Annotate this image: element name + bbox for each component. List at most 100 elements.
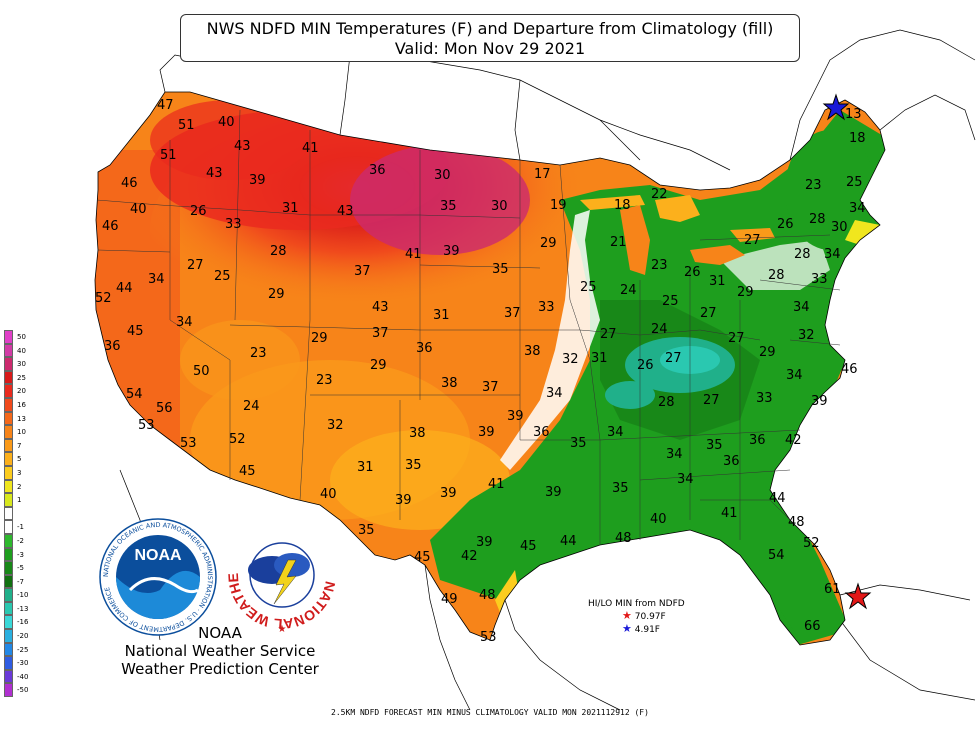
temperature-value: 53: [180, 436, 197, 451]
legend-label: -30: [17, 659, 29, 668]
legend-label: 25: [17, 373, 26, 382]
legend-swatch: 50: [4, 330, 26, 344]
temperature-value: 28: [809, 212, 826, 227]
temperature-value: 40: [320, 487, 337, 502]
temperature-value: 35: [706, 438, 723, 453]
temperature-value: 32: [327, 418, 344, 433]
temperature-value: 44: [769, 491, 786, 506]
temperature-value: 50: [193, 364, 210, 379]
title-line-1: NWS NDFD MIN Temperatures (F) and Depart…: [206, 19, 774, 38]
temperature-value: 30: [831, 220, 848, 235]
legend-label: -13: [17, 604, 29, 613]
legend-swatch: -16: [4, 615, 28, 630]
temperature-value: 25: [214, 269, 231, 284]
legend-swatch: -2: [4, 533, 24, 548]
temperature-value: 36: [533, 425, 550, 440]
legend-swatch: -50: [4, 683, 28, 698]
temperature-value: 30: [434, 168, 451, 183]
temperature-value: 29: [268, 287, 285, 302]
legend-swatch: 1: [4, 493, 21, 507]
temperature-value: 37: [354, 264, 371, 279]
temperature-value: 21: [610, 235, 627, 250]
temperature-value: 27: [665, 351, 682, 366]
org-line-2: National Weather Service: [124, 642, 316, 660]
legend-label: 3: [17, 468, 22, 477]
legend-label: -40: [17, 672, 29, 681]
temperature-value: 26: [637, 358, 654, 373]
legend-label: 7: [17, 441, 22, 450]
nws-star-icon: ★: [278, 624, 287, 635]
temperature-value: 41: [488, 477, 505, 492]
temperature-value: 27: [187, 258, 204, 273]
temperature-value: 66: [804, 619, 821, 634]
temperature-value: 42: [461, 549, 478, 564]
temperature-value: 44: [560, 534, 577, 549]
temperature-value: 41: [405, 247, 422, 262]
temperature-value: 39: [476, 535, 493, 550]
temperature-value: 31: [709, 274, 726, 289]
temperature-value: 34: [677, 472, 694, 487]
legend-swatch: -40: [4, 669, 28, 684]
temperature-value: 34: [176, 315, 193, 330]
temperature-value: 46: [841, 362, 858, 377]
hilo-high-value: 70.97F: [634, 612, 666, 622]
temperature-value: 33: [225, 217, 242, 232]
legend-swatch: -3: [4, 547, 24, 562]
org-line-3: Weather Prediction Center: [121, 660, 319, 678]
temperature-value: 39: [440, 486, 457, 501]
hilo-low-row: ★ 4.91F: [588, 623, 685, 636]
legend-label: -2: [17, 536, 24, 545]
temperature-value: 36: [723, 454, 740, 469]
temperature-value: 13: [845, 107, 862, 122]
temperature-value: 23: [651, 258, 668, 273]
organization-credit: NOAA National Weather Service Weather Pr…: [110, 624, 330, 678]
temperature-value: 37: [504, 306, 521, 321]
temperature-value: 29: [737, 285, 754, 300]
legend-swatch: 30: [4, 357, 26, 371]
temperature-value: 46: [121, 176, 138, 191]
temperature-value: 41: [302, 141, 319, 156]
temperature-value: 46: [102, 219, 119, 234]
map-title: NWS NDFD MIN Temperatures (F) and Depart…: [180, 14, 800, 62]
temperature-value: 39: [507, 409, 524, 424]
temperature-value: 36: [749, 433, 766, 448]
legend-swatch: 25: [4, 370, 26, 385]
legend-swatch: 10: [4, 425, 26, 439]
legend-swatch: -10: [4, 588, 28, 602]
temperature-value: 43: [206, 166, 223, 181]
us-outline: [94, 91, 886, 646]
legend-label: 5: [17, 455, 22, 464]
legend-label: -20: [17, 632, 29, 641]
temperature-value: 35: [492, 262, 509, 277]
temperature-value: 27: [600, 327, 617, 342]
temperature-value: 43: [372, 300, 389, 315]
temperature-value: 29: [759, 345, 776, 360]
temperature-value: 26: [190, 204, 207, 219]
temperature-value: 54: [126, 387, 143, 402]
legend-swatch: 16: [4, 397, 26, 412]
legend-swatch: -30: [4, 656, 28, 670]
temperature-value: 33: [538, 300, 555, 315]
high-marker: [844, 582, 872, 610]
temperature-value: 38: [409, 426, 426, 441]
legend-swatch: 2: [4, 479, 21, 494]
temperature-value: 47: [157, 98, 174, 113]
temperature-value: 61: [824, 582, 841, 597]
temperature-value: 35: [612, 481, 629, 496]
temperature-value: 34: [793, 300, 810, 315]
temperature-value: 34: [666, 447, 683, 462]
temperature-value: 35: [358, 523, 375, 538]
temperature-value: 26: [777, 217, 794, 232]
temperature-value: 52: [229, 432, 246, 447]
temperature-value: 18: [849, 131, 866, 146]
legend-swatch: [4, 506, 13, 521]
temperature-value: 40: [218, 115, 235, 130]
temperature-value: 33: [811, 272, 828, 287]
temperature-value: 39: [395, 493, 412, 508]
temperature-value: 38: [441, 376, 458, 391]
temperature-value: 43: [337, 204, 354, 219]
temperature-value: 39: [545, 485, 562, 500]
temperature-value: 33: [756, 391, 773, 406]
legend-swatch: 13: [4, 411, 26, 426]
temperature-value: 35: [570, 436, 587, 451]
